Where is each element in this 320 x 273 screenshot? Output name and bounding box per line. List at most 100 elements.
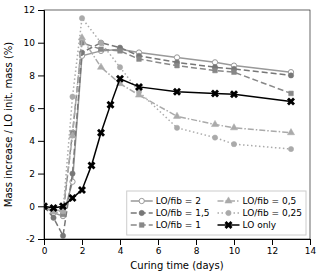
tick-mark xyxy=(272,239,273,245)
legend-label: LO/fib = 0,5 xyxy=(243,196,297,206)
marker xyxy=(232,70,237,75)
marker xyxy=(99,47,104,52)
x-axis: 02468101214 xyxy=(42,239,317,256)
series-group xyxy=(44,16,297,239)
legend: LO/fib = 2 LO/fib = 1,5 LO/fib = 1 LO/fib =… xyxy=(127,191,306,235)
marker xyxy=(289,91,294,96)
legend-marker xyxy=(226,210,231,215)
tick-label: 6 xyxy=(156,246,162,256)
series xyxy=(44,16,294,214)
tick-label: 10 xyxy=(229,246,241,256)
marker xyxy=(95,127,107,139)
marker xyxy=(174,125,179,130)
x-axis-title: Curing time (days) xyxy=(130,260,223,271)
marker xyxy=(47,202,59,214)
legend-marker xyxy=(139,210,144,215)
tick-label: 10 xyxy=(24,38,36,48)
y-axis-title: Mass increase / LO init. mass (%) xyxy=(3,42,14,208)
tick: 2 xyxy=(29,169,44,179)
marker xyxy=(133,81,145,93)
marker xyxy=(114,73,126,85)
marker xyxy=(44,200,50,212)
tick-mark xyxy=(38,239,44,240)
line xyxy=(44,18,291,211)
tick-label: 0 xyxy=(29,202,35,212)
marker xyxy=(76,184,88,196)
marker xyxy=(97,63,104,69)
tick: 8 xyxy=(194,239,200,256)
legend-item: LO only xyxy=(218,219,277,231)
tick-mark xyxy=(196,239,197,245)
tick-mark xyxy=(38,10,44,11)
tick-label: 4 xyxy=(29,136,35,146)
marker xyxy=(98,40,103,45)
legend-marker xyxy=(139,198,144,203)
series xyxy=(44,40,293,216)
legend-label: LO/fib = 1,5 xyxy=(156,208,210,218)
marker xyxy=(171,86,183,98)
legend-box xyxy=(127,191,306,235)
legend-item: LO/fib = 0,5 xyxy=(218,196,297,206)
marker xyxy=(209,87,221,99)
marker xyxy=(70,171,75,176)
marker xyxy=(174,55,179,60)
tick: 6 xyxy=(29,104,44,114)
tick: 10 xyxy=(24,38,44,48)
tick-label: 2 xyxy=(80,246,86,256)
plot-frame xyxy=(44,10,310,239)
marker xyxy=(287,129,294,135)
tick: 10 xyxy=(229,239,241,256)
marker xyxy=(230,124,237,130)
marker xyxy=(66,192,78,204)
series xyxy=(44,34,295,214)
marker xyxy=(211,120,218,126)
tick-label: 8 xyxy=(194,246,200,256)
tick-label: 8 xyxy=(29,71,35,81)
marker xyxy=(118,49,123,54)
tick: -2 xyxy=(26,234,44,244)
tick-mark xyxy=(38,75,44,76)
tick-label: -2 xyxy=(26,234,35,244)
tick-mark xyxy=(158,239,159,245)
line xyxy=(44,79,291,208)
tick-mark xyxy=(38,206,44,207)
tick: 12 xyxy=(24,5,44,15)
tick-mark xyxy=(310,239,311,245)
tick-mark xyxy=(38,108,44,109)
tick-mark xyxy=(234,239,235,245)
legend-label: LO/fib = 2 xyxy=(156,196,201,206)
marker xyxy=(104,99,116,111)
marker xyxy=(60,233,65,238)
marker xyxy=(98,40,103,45)
marker xyxy=(117,65,122,70)
line xyxy=(44,43,291,215)
chart: 02468101214-2024681012LO/fib = 2LO/fib =… xyxy=(0,0,320,273)
marker xyxy=(85,159,97,171)
line xyxy=(44,38,291,211)
marker xyxy=(288,146,293,151)
plot: 02468101214-2024681012LO/fib = 2LO/fib =… xyxy=(24,5,317,256)
marker xyxy=(212,60,217,65)
marker xyxy=(70,94,75,99)
marker xyxy=(288,73,293,78)
axis-line xyxy=(38,11,45,240)
legend-marker xyxy=(222,219,234,231)
tick: 14 xyxy=(305,239,317,256)
legend-item: LO/fib = 1 xyxy=(131,220,201,230)
legend-item: LO/fib = 1,5 xyxy=(131,208,210,218)
legend-item: LO/fib = 2 xyxy=(131,196,201,206)
legend-label: LO/fib = 0,25 xyxy=(243,208,303,218)
tick: 6 xyxy=(156,239,162,256)
tick: 12 xyxy=(267,239,278,256)
tick-mark xyxy=(82,239,83,245)
tick: 0 xyxy=(29,202,44,212)
marker xyxy=(231,141,236,146)
tick-mark xyxy=(38,174,44,175)
legend-marker xyxy=(139,223,144,228)
tick-label: 12 xyxy=(267,246,278,256)
marker xyxy=(228,88,240,100)
legend-item: LO/fib = 0,25 xyxy=(218,208,303,218)
legend-label: LO only xyxy=(243,220,277,230)
axis-line xyxy=(45,240,311,246)
tick-mark xyxy=(38,141,44,142)
